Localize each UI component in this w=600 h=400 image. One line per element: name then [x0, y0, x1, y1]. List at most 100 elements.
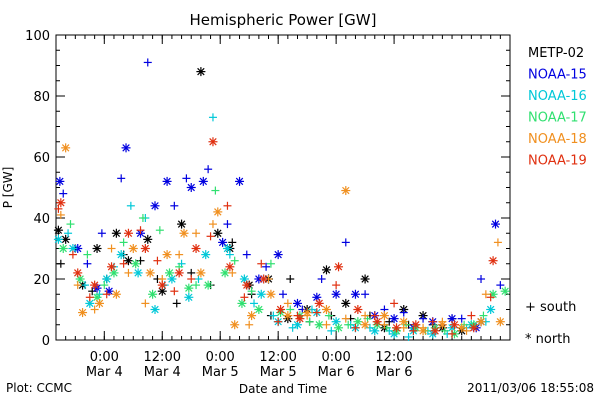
point-metp-02-south	[172, 299, 181, 308]
point-noaa-19-south	[351, 323, 360, 332]
star-d2	[168, 275, 176, 283]
point-noaa-15-north	[389, 314, 399, 324]
point-noaa-16-south	[288, 323, 297, 332]
point-noaa-15-south	[496, 281, 505, 290]
point-noaa-19-south	[187, 275, 196, 283]
point-noaa-16-north	[116, 250, 126, 260]
point-noaa-19-north	[334, 262, 344, 272]
point-noaa-17-north	[148, 289, 158, 299]
star-d2	[95, 299, 104, 308]
point-noaa-19-north	[73, 268, 83, 278]
point-noaa-19-south	[170, 287, 179, 296]
star-d2	[158, 281, 166, 289]
point-noaa-18-north	[321, 305, 331, 314]
star-d2	[400, 317, 408, 326]
point-noaa-15-south	[262, 262, 271, 271]
point-noaa-17-north	[131, 259, 141, 269]
star-d2	[243, 281, 251, 289]
point-noaa-15-south	[341, 238, 350, 247]
point-noaa-19-south	[274, 317, 283, 326]
point-metp-02-north	[177, 219, 187, 229]
point-noaa-19-south	[119, 259, 128, 268]
point-noaa-18-south	[228, 268, 237, 277]
chart-title: Hemispheric Power [GW]	[190, 11, 377, 29]
point-noaa-19-north	[191, 244, 201, 253]
point-noaa-15-south	[117, 174, 126, 183]
point-noaa-18-north	[162, 250, 172, 260]
point-noaa-19-north	[295, 314, 305, 324]
point-noaa-19-north	[242, 280, 252, 290]
point-noaa-18-north	[341, 186, 351, 196]
point-noaa-17-north	[58, 244, 68, 253]
point-noaa-17-south	[66, 220, 75, 229]
star-d2	[380, 311, 389, 320]
point-noaa-15-north	[331, 289, 341, 299]
point-noaa-16-north	[222, 244, 232, 253]
point-metp-02-south	[88, 287, 97, 296]
point-noaa-19-north	[276, 305, 286, 314]
point-noaa-19-north	[430, 326, 440, 336]
y-tick-label: 80	[33, 90, 50, 105]
star-d2	[334, 263, 343, 271]
point-noaa-18-north	[247, 311, 257, 321]
point-noaa-16-south	[269, 311, 278, 320]
star-d2	[334, 324, 343, 332]
star-d2	[267, 290, 275, 298]
point-noaa-19-north	[259, 274, 269, 284]
star-d2	[197, 67, 205, 76]
star-d2	[141, 244, 150, 253]
point-noaa-18-north	[61, 143, 71, 153]
x-tick-label-time: 0:00	[322, 350, 351, 365]
point-noaa-15-south	[317, 275, 326, 283]
star-d2	[501, 287, 509, 295]
point-noaa-18-south	[107, 244, 116, 253]
point-noaa-18-north	[457, 323, 467, 333]
point-noaa-19-north	[488, 256, 498, 266]
legend-south: + south	[525, 300, 576, 315]
point-noaa-16-south	[64, 229, 73, 238]
star-d2	[214, 208, 222, 216]
point-noaa-17-north	[254, 305, 264, 314]
point-noaa-19-south	[370, 311, 379, 320]
point-noaa-15-north	[292, 298, 302, 308]
star-d2	[240, 275, 249, 283]
star-d2	[151, 305, 159, 314]
point-noaa-19-north	[372, 317, 382, 327]
x-tick-label-date: Mar 4	[86, 365, 123, 380]
point-noaa-16-south	[307, 305, 316, 314]
point-noaa-17-south	[119, 238, 128, 247]
point-noaa-17-north	[334, 323, 344, 333]
star-d2	[122, 144, 130, 152]
point-noaa-16-south	[365, 323, 374, 332]
star-d2	[57, 199, 65, 207]
star-d2	[197, 269, 205, 277]
point-noaa-19-south	[85, 293, 94, 302]
point-noaa-15-south	[182, 174, 191, 183]
point-noaa-17-north	[500, 286, 510, 296]
star-d2	[131, 260, 140, 268]
point-noaa-19-north	[107, 262, 117, 272]
star-d2	[112, 290, 121, 298]
point-noaa-18-south	[283, 299, 292, 308]
legend-entry: NOAA-18	[528, 132, 587, 147]
star-d2	[192, 244, 200, 253]
star-d2	[146, 269, 154, 277]
point-noaa-19-north	[469, 323, 479, 333]
point-noaa-16-north	[133, 268, 143, 278]
star-d2	[303, 308, 311, 317]
point-noaa-19-north	[123, 228, 133, 238]
point-noaa-19-south	[240, 293, 249, 302]
point-noaa-18-south	[361, 311, 370, 320]
point-noaa-17-south	[192, 281, 201, 290]
point-metp-02-north	[143, 234, 153, 244]
point-noaa-18-north	[196, 268, 206, 278]
star-d2	[332, 290, 340, 298]
star-d2	[69, 244, 77, 253]
point-noaa-19-north	[353, 305, 363, 314]
point-noaa-17-south	[479, 311, 488, 320]
footer-left: Plot: CCMC	[6, 381, 72, 395]
point-metp-02-south	[228, 238, 237, 247]
point-noaa-16-south	[126, 201, 135, 210]
point-noaa-18-north	[302, 308, 312, 318]
point-noaa-17-north	[237, 298, 247, 308]
